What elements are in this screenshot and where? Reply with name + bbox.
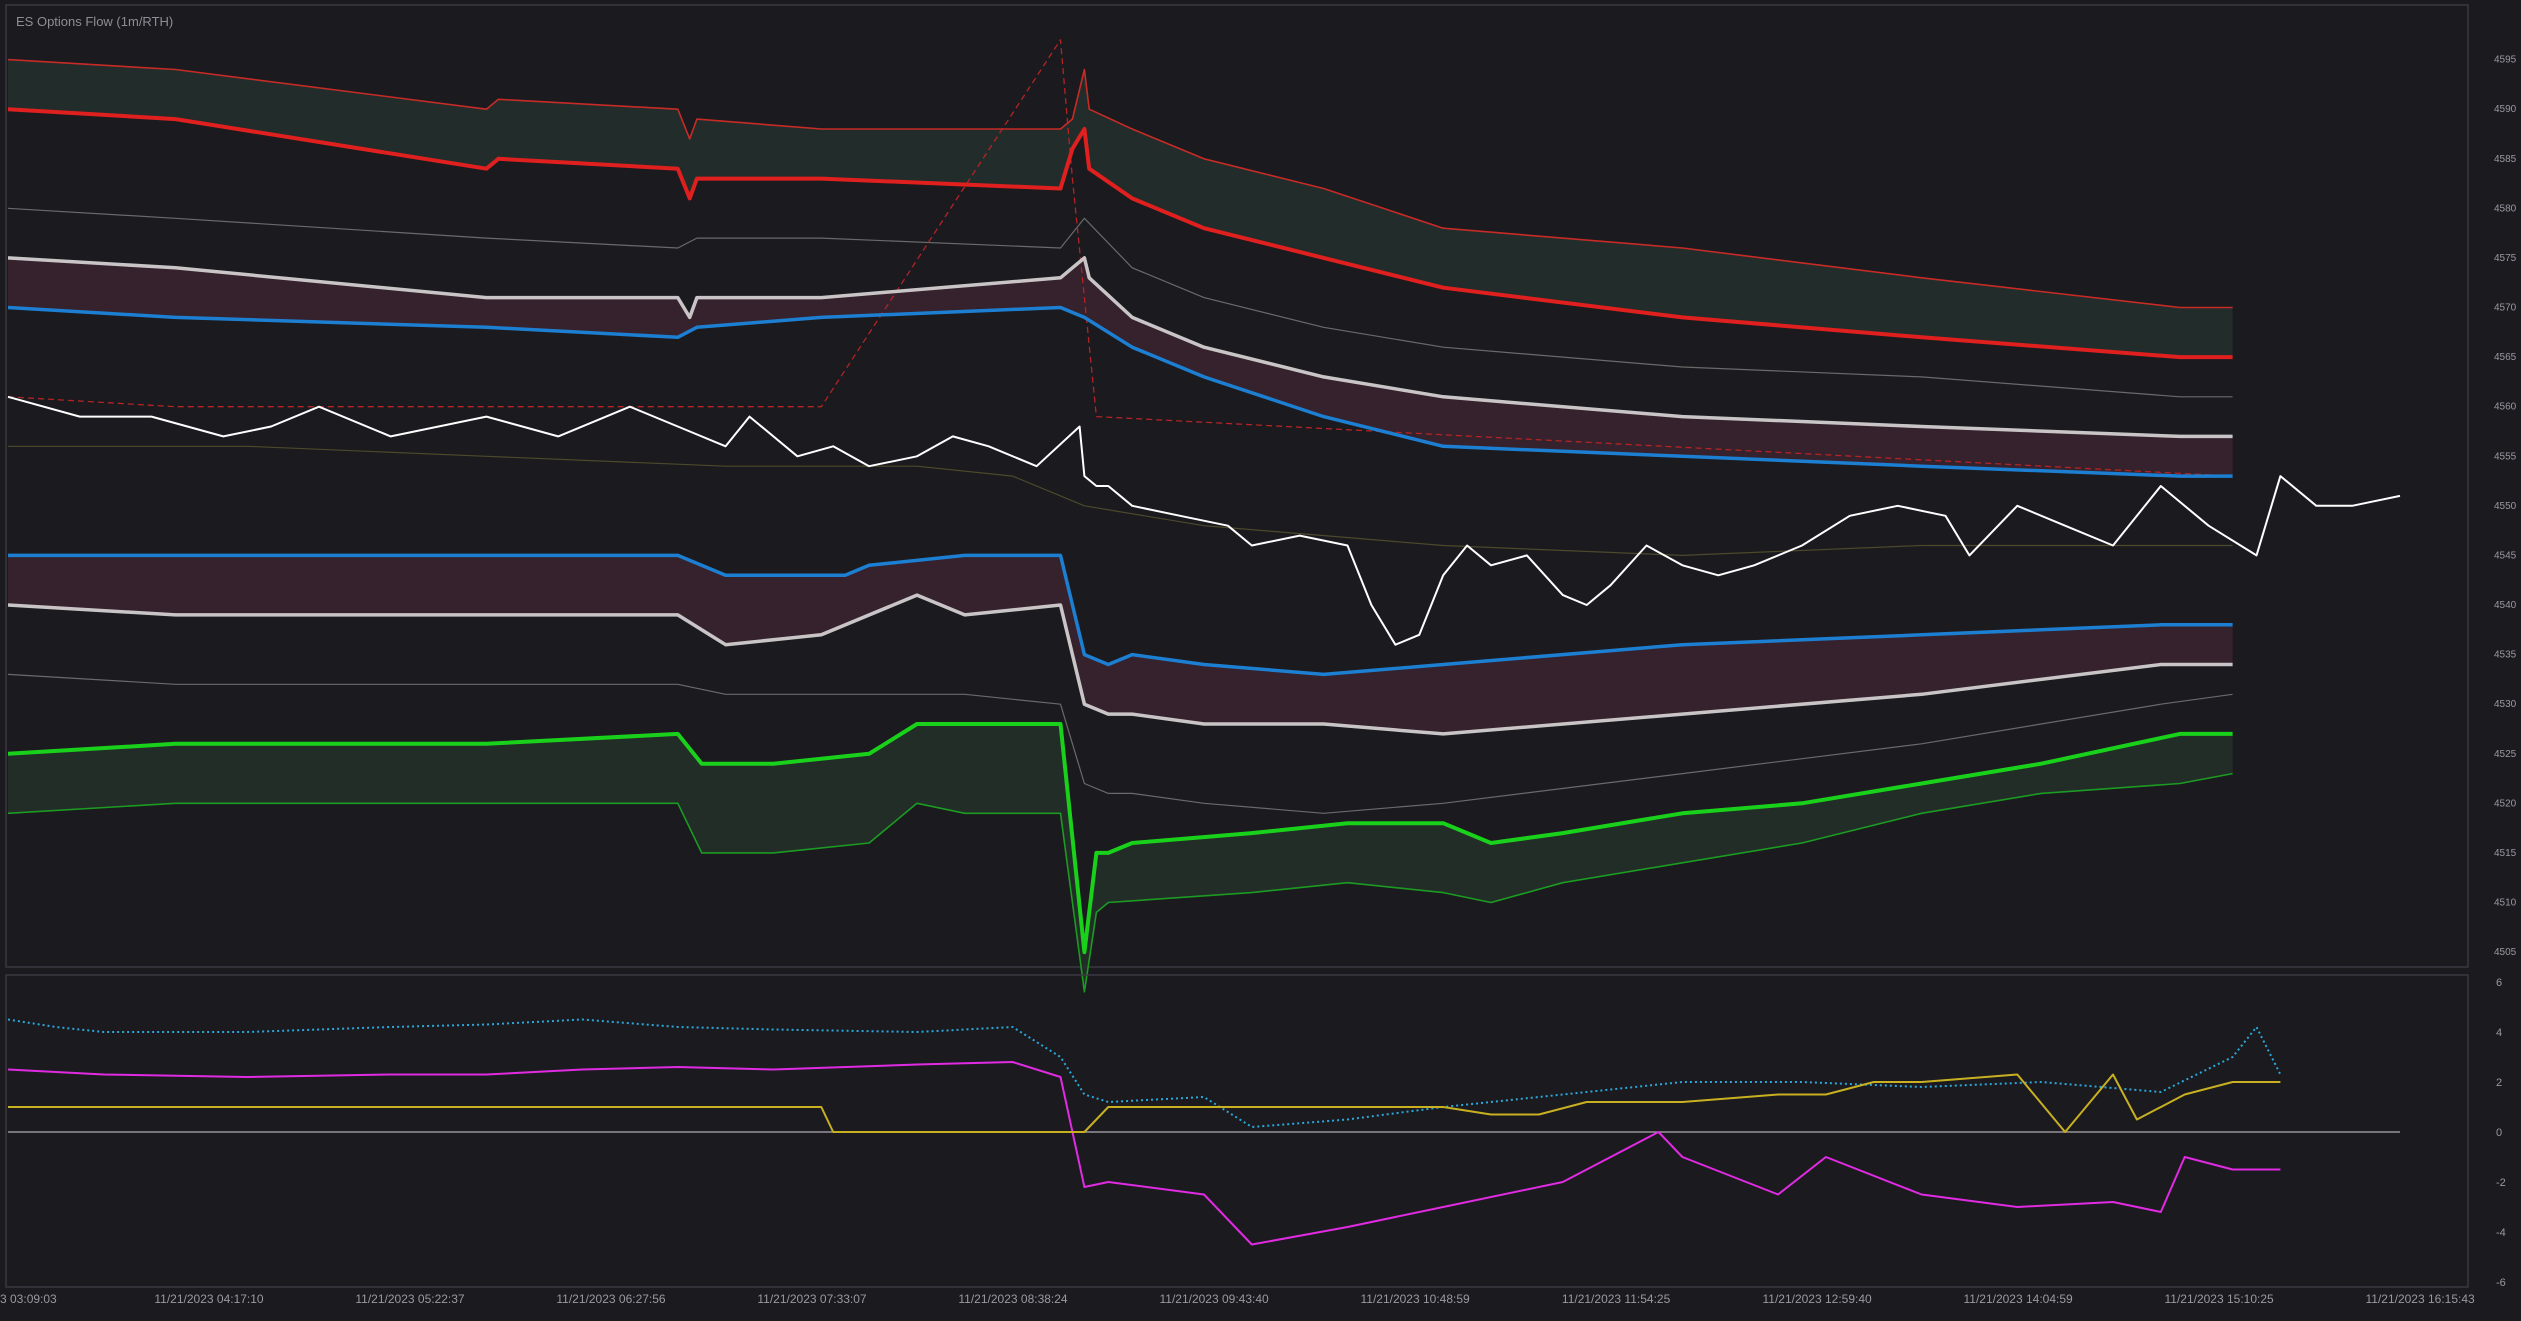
x-tick-label: 11/21/2023 11:54:25	[1562, 1292, 1671, 1306]
y-tick-label: 4535	[2494, 650, 2517, 661]
y-tick-label: 4520	[2494, 798, 2517, 809]
band-fills	[8, 59, 2233, 992]
sub-y-tick-label: 2	[2496, 1077, 2502, 1089]
y-tick-label: 4585	[2494, 154, 2517, 165]
y-tick-label: 4525	[2494, 749, 2517, 760]
series-line-lower-band-thin	[7, 772, 2233, 993]
y-tick-label: 4560	[2494, 402, 2517, 413]
main-price-panel: 4505 4510 4515 4520 4525 4530 4535 4540 4545 4550…	[5, 4, 2517, 993]
x-tick-label: 3 03:09:03	[0, 1292, 57, 1306]
y-tick-label: 4565	[2494, 352, 2517, 363]
series-line-lower-gray	[7, 593, 2233, 736]
x-tick-label: 11/21/2023 09:43:40	[1159, 1292, 1269, 1306]
y-tick-label: 4505	[2494, 947, 2517, 958]
sub-y-tick-label: 6	[2496, 977, 2502, 989]
x-tick-label: 11/21/2023 04:17:10	[154, 1292, 264, 1306]
series-line-blue-level	[7, 305, 2233, 478]
y-tick-label: 4550	[2494, 501, 2517, 512]
series-lines	[7, 39, 2401, 993]
sub-y-tick-label: -6	[2496, 1277, 2506, 1289]
sub-indicator-panel: 6 4 2 0 -2 -4 -6	[5, 974, 2506, 1289]
series-line-price	[7, 395, 2401, 646]
sub-y-tick-label: 4	[2496, 1027, 2502, 1039]
y-tick-label: 4580	[2494, 203, 2517, 214]
y-tick-label: 4575	[2494, 253, 2517, 264]
x-tick-label: 11/21/2023 10:48:59	[1360, 1292, 1470, 1306]
sub-y-tick-label: -2	[2496, 1177, 2506, 1189]
series-line-lower-mid-thin	[7, 673, 2233, 814]
y-tick-label: 4530	[2494, 699, 2517, 710]
x-tick-label: 11/21/2023 15:10:25	[2164, 1292, 2274, 1306]
sub-series-line-sub-cyan	[7, 1018, 2282, 1128]
y-tick-label: 4590	[2494, 104, 2517, 115]
upper-band-fill	[8, 59, 2233, 358]
sub-panel-frame	[5, 974, 2469, 1288]
series-line-red-dashed-ramp	[7, 39, 2233, 477]
chart-title: ES Options Flow (1m/RTH)	[16, 14, 174, 29]
main-panel-frame	[5, 4, 2469, 968]
main-y-axis: 4505 4510 4515 4520 4525 4530 4535 4540 4545 4550…	[2494, 55, 2517, 958]
time-x-axis: 3 03:09:03 11/21/2023 04:17:10 11/21/2023 …	[0, 1292, 2475, 1306]
sub-y-tick-label: 0	[2496, 1127, 2502, 1139]
y-tick-label: 4570	[2494, 303, 2517, 314]
series-line-upper-mid-thin	[7, 207, 2233, 398]
lower-purple-fill	[8, 555, 2233, 734]
series-line-olive-line	[8, 445, 2233, 556]
x-tick-label: 11/21/2023 08:38:24	[958, 1292, 1068, 1306]
series-line-upper-band-bold	[7, 107, 2233, 360]
sub-y-axis: 6 4 2 0 -2 -4 -6	[2496, 977, 2506, 1289]
x-tick-label: 11/21/2023 07:33:07	[757, 1292, 867, 1306]
y-tick-label: 4540	[2494, 600, 2517, 611]
y-tick-label: 4555	[2494, 451, 2517, 462]
series-line-gray-level	[7, 256, 2233, 439]
sub-series-line-sub-yellow	[8, 1073, 2281, 1133]
lower-band-fill	[8, 724, 2233, 992]
y-tick-label: 4515	[2494, 848, 2517, 859]
y-tick-label: 4595	[2494, 55, 2517, 66]
x-tick-label: 11/21/2023 16:15:43	[2365, 1292, 2475, 1306]
y-tick-label: 4510	[2494, 898, 2517, 909]
sub-series-lines	[7, 1018, 2400, 1246]
x-tick-label: 11/21/2023 05:22:37	[355, 1292, 465, 1306]
series-line-lower-band-bold	[7, 722, 2233, 955]
x-tick-label: 11/21/2023 12:59:40	[1762, 1292, 1872, 1306]
sub-series-line-sub-magenta	[7, 1061, 2281, 1246]
series-line-upper-band-thin	[7, 58, 2233, 309]
series-line-lower-blue	[8, 553, 2233, 677]
x-tick-label: 11/21/2023 06:27:56	[556, 1292, 666, 1306]
purple-zone-fill	[8, 257, 2233, 477]
x-tick-label: 11/21/2023 14:04:59	[1963, 1292, 2073, 1306]
sub-y-tick-label: -4	[2496, 1227, 2506, 1239]
y-tick-label: 4545	[2494, 550, 2517, 561]
